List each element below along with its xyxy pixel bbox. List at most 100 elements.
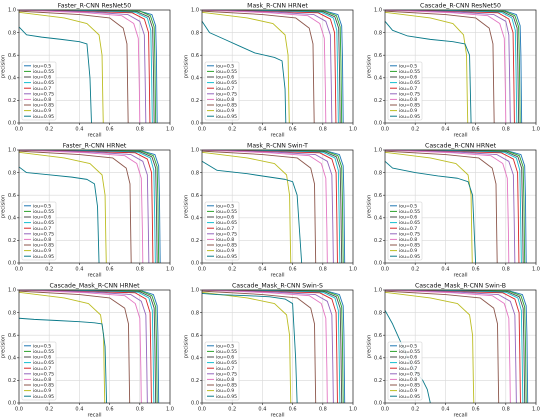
legend-label: iou=0.7 xyxy=(33,226,51,232)
legend-label: iou=0.65 xyxy=(216,80,237,86)
series-line xyxy=(201,290,317,404)
legend-label: iou=0.75 xyxy=(216,371,237,377)
chart-title: Cascade_R-CNN ResNet50 xyxy=(420,3,501,10)
series-line xyxy=(201,150,317,264)
x-tick-label: 0.6 xyxy=(472,127,480,133)
series-line xyxy=(18,26,92,124)
y-tick-label: 0.4 xyxy=(8,356,16,362)
series-line xyxy=(18,9,155,124)
legend-label: iou=0.95 xyxy=(33,254,54,260)
chart-title: Cascade_Mask_R-CNN Swin-B xyxy=(415,283,506,290)
y-tick-label: 1.0 xyxy=(191,148,199,154)
x-tick-label: 0.8 xyxy=(502,267,510,273)
x-tick-label: 0.8 xyxy=(502,407,510,413)
chart-title: Cascade_Mask_R-CNN HRNet xyxy=(49,283,140,290)
legend-label: iou=0.7 xyxy=(399,366,417,372)
series-line xyxy=(201,289,328,404)
legend-label: iou=0.95 xyxy=(399,394,420,400)
x-tick-label: 0.8 xyxy=(319,267,327,273)
series-line xyxy=(18,9,151,124)
x-tick-label: 0.4 xyxy=(258,267,266,273)
series-line xyxy=(384,149,520,264)
legend-label: iou=0.55 xyxy=(399,209,420,215)
legend-label: iou=0.55 xyxy=(33,349,54,355)
y-tick-label: 0.0 xyxy=(191,401,199,407)
y-tick-label: 0.8 xyxy=(374,30,382,36)
y-tick-label: 1.0 xyxy=(374,288,382,294)
y-tick-label: 0.6 xyxy=(374,193,382,199)
series-line xyxy=(201,9,341,124)
legend-label: iou=0.9 xyxy=(216,248,234,254)
series-line xyxy=(384,149,516,264)
x-tick-label: 0.0 xyxy=(198,407,206,413)
series-line xyxy=(384,151,473,264)
y-tick-label: 0.4 xyxy=(374,216,382,222)
legend-label: iou=0.75 xyxy=(399,371,420,377)
y-tick-label: 0.6 xyxy=(191,53,199,59)
y-axis-label: precision xyxy=(367,195,373,218)
legend-label: iou=0.85 xyxy=(33,243,54,249)
legend-label: iou=0.95 xyxy=(399,254,420,260)
legend-label: iou=0.8 xyxy=(33,237,51,243)
y-tick-label: 0.4 xyxy=(8,216,16,222)
x-tick-label: 0.0 xyxy=(381,407,389,413)
legend-label: iou=0.5 xyxy=(33,203,51,209)
legend-label: iou=0.75 xyxy=(33,371,54,377)
chart-panel: 0.0 0.2 0.4 0.6 0.8 1.0 0.0 0.2 0.4 0.6 0.8 1.0 Casc… xyxy=(366,140,549,280)
legend-label: iou=0.95 xyxy=(216,254,237,260)
series-line xyxy=(384,160,477,264)
legend-label: iou=0.5 xyxy=(399,203,417,209)
chart-title: Cascade_R-CNN HRNet xyxy=(425,143,497,150)
plot-frame xyxy=(384,289,537,404)
x-tick-label: 0.8 xyxy=(136,127,144,133)
y-axis-label: precision xyxy=(367,335,373,358)
y-tick-label: 0.4 xyxy=(8,76,16,82)
y-tick-label: 0.0 xyxy=(374,401,382,407)
chart-panel: 0.0 0.2 0.4 0.6 0.8 1.0 0.0 0.2 0.4 0.6 0.8 1.0 Casc… xyxy=(183,280,366,420)
pr-chart: 0.0 0.2 0.4 0.6 0.8 1.0 0.0 0.2 0.4 0.6 0.8 1.0 Casc… xyxy=(184,283,357,419)
x-tick-label: 0.6 xyxy=(106,407,114,413)
y-tick-label: 0.2 xyxy=(374,238,382,244)
series-line xyxy=(384,149,522,264)
series-line xyxy=(201,289,343,404)
x-tick-label: 0.0 xyxy=(15,407,23,413)
x-axis-label: recall xyxy=(270,133,284,139)
legend-label: iou=0.6 xyxy=(33,75,51,81)
legend-label: iou=0.55 xyxy=(216,209,237,215)
pr-chart: 0.0 0.2 0.4 0.6 0.8 1.0 0.0 0.2 0.4 0.6 0.8 1.0 Casc… xyxy=(1,283,174,419)
x-axis-label: recall xyxy=(453,133,467,139)
chart-panel: 0.0 0.2 0.4 0.6 0.8 1.0 0.0 0.2 0.4 0.6 0.8 1.0 Mask… xyxy=(183,140,366,280)
plot-frame xyxy=(201,289,354,404)
series-line xyxy=(384,10,495,124)
chart-panel: 0.0 0.2 0.4 0.6 0.8 1.0 0.0 0.2 0.4 0.6 0.8 1.0 Casc… xyxy=(0,280,183,420)
y-axis-label: precision xyxy=(1,55,7,78)
x-tick-label: 0.2 xyxy=(411,127,419,133)
series-line xyxy=(18,289,157,404)
legend-label: iou=0.8 xyxy=(399,97,417,103)
legend-label: iou=0.95 xyxy=(216,394,237,400)
x-tick-label: 1.0 xyxy=(166,267,174,273)
series-line xyxy=(384,149,510,264)
series-line xyxy=(18,290,131,404)
chart-panel: 0.0 0.2 0.4 0.6 0.8 1.0 0.0 0.2 0.4 0.6 0.8 1.0 Casc… xyxy=(366,280,549,420)
y-tick-label: 0.2 xyxy=(374,98,382,104)
legend-label: iou=0.75 xyxy=(216,91,237,97)
pr-chart: 0.0 0.2 0.4 0.6 0.8 1.0 0.0 0.2 0.4 0.6 0.8 1.0 Casc… xyxy=(367,3,540,139)
y-tick-label: 0.6 xyxy=(374,333,382,339)
series-line xyxy=(201,149,341,264)
x-tick-label: 0.6 xyxy=(472,267,480,273)
legend-label: iou=0.75 xyxy=(216,231,237,237)
legend-label: iou=0.7 xyxy=(399,86,417,92)
legend-label: iou=0.8 xyxy=(33,377,51,383)
series-line xyxy=(18,10,129,124)
legend-label: iou=0.5 xyxy=(216,343,234,349)
series-line xyxy=(18,11,104,124)
legend-label: iou=0.7 xyxy=(216,366,234,372)
chart-title: Mask_R-CNN HRNet xyxy=(247,3,308,10)
y-tick-label: 0.6 xyxy=(8,53,16,59)
y-tick-label: 0.8 xyxy=(8,310,16,316)
series-line xyxy=(384,21,472,124)
legend-label: iou=0.6 xyxy=(33,215,51,221)
x-tick-label: 0.0 xyxy=(381,127,389,133)
x-tick-label: 1.0 xyxy=(166,407,174,413)
